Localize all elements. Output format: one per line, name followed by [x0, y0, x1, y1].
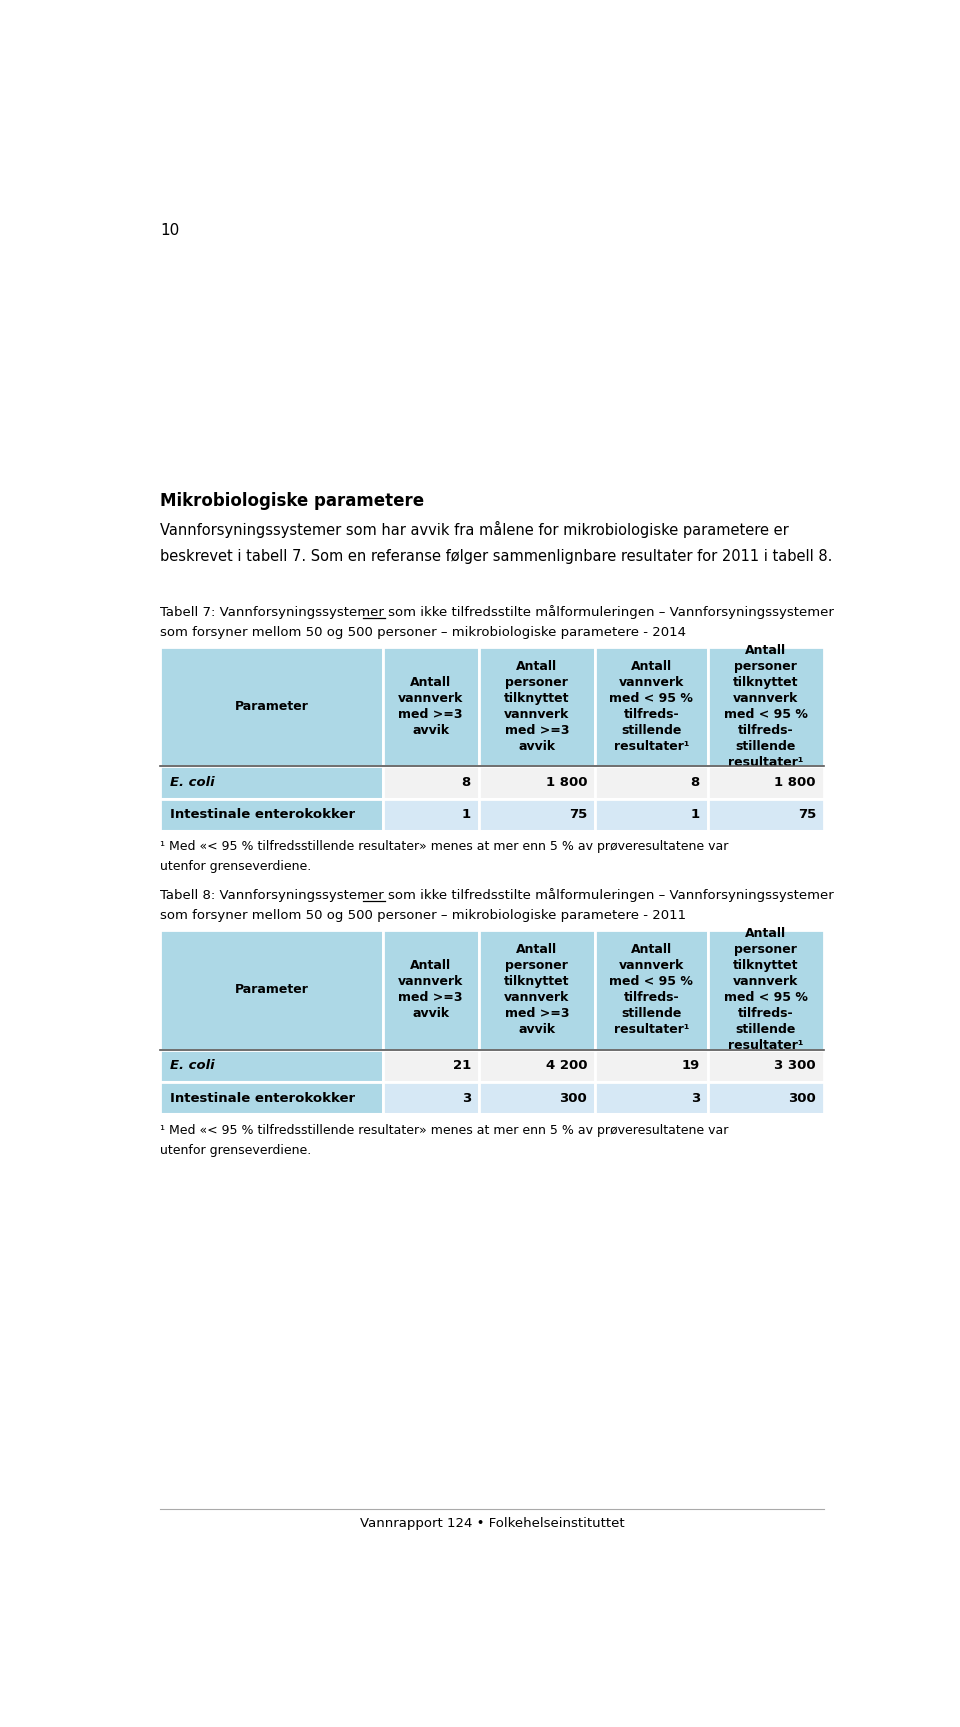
Bar: [160, 1050, 382, 1081]
Bar: [160, 1081, 382, 1114]
Text: Antall
personer
tilknyttet
vannverk
med < 95 %
tilfreds-
stillende
resultater¹: Antall personer tilknyttet vannverk med …: [724, 927, 807, 1052]
Bar: [382, 798, 479, 831]
Text: E. coli: E. coli: [170, 775, 214, 789]
Text: 1 800: 1 800: [545, 775, 588, 789]
Text: 75: 75: [798, 808, 816, 822]
Bar: [479, 798, 595, 831]
Text: 3 300: 3 300: [775, 1059, 816, 1072]
Text: ¹ Med «< 95 % tilfredsstillende resultater» menes at mer enn 5 % av prøveresulta: ¹ Med «< 95 % tilfredsstillende resultat…: [160, 839, 729, 853]
Text: 300: 300: [788, 1091, 816, 1105]
Text: 75: 75: [569, 808, 588, 822]
Text: Antall
vannverk
med < 95 %
tilfreds-
stillende
resultater¹: Antall vannverk med < 95 % tilfreds- sti…: [610, 660, 693, 753]
Text: Antall
personer
tilknyttet
vannverk
med >=3
avvik: Antall personer tilknyttet vannverk med …: [504, 660, 569, 753]
Text: 1: 1: [691, 808, 700, 822]
Text: 3: 3: [462, 1091, 471, 1105]
Text: Intestinale enterokokker: Intestinale enterokokker: [170, 808, 355, 822]
Bar: [708, 1081, 824, 1114]
Text: 1: 1: [462, 808, 471, 822]
Bar: [382, 1050, 479, 1081]
Text: 300: 300: [560, 1091, 588, 1105]
Bar: [382, 767, 479, 798]
Bar: [708, 931, 824, 1050]
Text: 4 200: 4 200: [545, 1059, 588, 1072]
Text: Antall
personer
tilknyttet
vannverk
med < 95 %
tilfreds-
stillende
resultater¹: Antall personer tilknyttet vannverk med …: [724, 644, 807, 769]
Bar: [595, 767, 708, 798]
Text: Parameter: Parameter: [234, 983, 308, 996]
Bar: [708, 1050, 824, 1081]
Text: 21: 21: [453, 1059, 471, 1072]
Bar: [595, 1081, 708, 1114]
Text: 8: 8: [462, 775, 471, 789]
Text: Vannrapport 124 • Folkehelseinstituttet: Vannrapport 124 • Folkehelseinstituttet: [360, 1516, 624, 1530]
Bar: [160, 931, 382, 1050]
Text: Antall
vannverk
med >=3
avvik: Antall vannverk med >=3 avvik: [398, 960, 464, 1021]
Text: ¹ Med «< 95 % tilfredsstillende resultater» menes at mer enn 5 % av prøveresulta: ¹ Med «< 95 % tilfredsstillende resultat…: [160, 1124, 729, 1136]
Bar: [708, 798, 824, 831]
Text: Tabell 8: Vannforsyningssystemer som ikke tilfredsstilte målformuleringen – Vann: Tabell 8: Vannforsyningssystemer som ikk…: [160, 888, 834, 901]
Text: som forsyner mellom 50 og 500 personer – mikrobiologiske parametere - 2011: som forsyner mellom 50 og 500 personer –…: [160, 910, 686, 922]
Bar: [160, 648, 382, 767]
Text: Antall
vannverk
med < 95 %
tilfreds-
stillende
resultater¹: Antall vannverk med < 95 % tilfreds- sti…: [610, 943, 693, 1036]
Text: 3: 3: [690, 1091, 700, 1105]
Text: Antall
vannverk
med >=3
avvik: Antall vannverk med >=3 avvik: [398, 675, 464, 737]
Text: 19: 19: [682, 1059, 700, 1072]
Text: Parameter: Parameter: [234, 699, 308, 713]
Text: utenfor grenseverdiene.: utenfor grenseverdiene.: [160, 860, 312, 874]
Bar: [160, 798, 382, 831]
Bar: [382, 931, 479, 1050]
Bar: [479, 767, 595, 798]
Text: som forsyner mellom 50 og 500 personer – mikrobiologiske parametere - 2014: som forsyner mellom 50 og 500 personer –…: [160, 627, 686, 639]
Bar: [708, 767, 824, 798]
Bar: [595, 1050, 708, 1081]
Bar: [479, 1081, 595, 1114]
Bar: [479, 648, 595, 767]
Text: Mikrobiologiske parametere: Mikrobiologiske parametere: [160, 492, 424, 509]
Bar: [595, 648, 708, 767]
Text: Vannforsyningssystemer som har avvik fra målene for mikrobiologiske parametere e: Vannforsyningssystemer som har avvik fra…: [160, 522, 789, 539]
Text: 10: 10: [160, 223, 180, 238]
Text: beskrevet i tabell 7. Som en referanse følger sammenlignbare resultater for 2011: beskrevet i tabell 7. Som en referanse f…: [160, 549, 832, 565]
Bar: [479, 1050, 595, 1081]
Bar: [160, 767, 382, 798]
Text: 8: 8: [690, 775, 700, 789]
Bar: [708, 648, 824, 767]
Text: Antall
personer
tilknyttet
vannverk
med >=3
avvik: Antall personer tilknyttet vannverk med …: [504, 943, 569, 1036]
Bar: [595, 798, 708, 831]
Text: 1 800: 1 800: [775, 775, 816, 789]
Bar: [382, 648, 479, 767]
Bar: [382, 1081, 479, 1114]
Bar: [595, 931, 708, 1050]
Text: Tabell 7: Vannforsyningssystemer som ikke tilfredsstilte målformuleringen – Vann: Tabell 7: Vannforsyningssystemer som ikk…: [160, 604, 834, 618]
Text: Intestinale enterokokker: Intestinale enterokokker: [170, 1091, 355, 1105]
Text: E. coli: E. coli: [170, 1059, 214, 1072]
Text: utenfor grenseverdiene.: utenfor grenseverdiene.: [160, 1143, 312, 1157]
Bar: [479, 931, 595, 1050]
